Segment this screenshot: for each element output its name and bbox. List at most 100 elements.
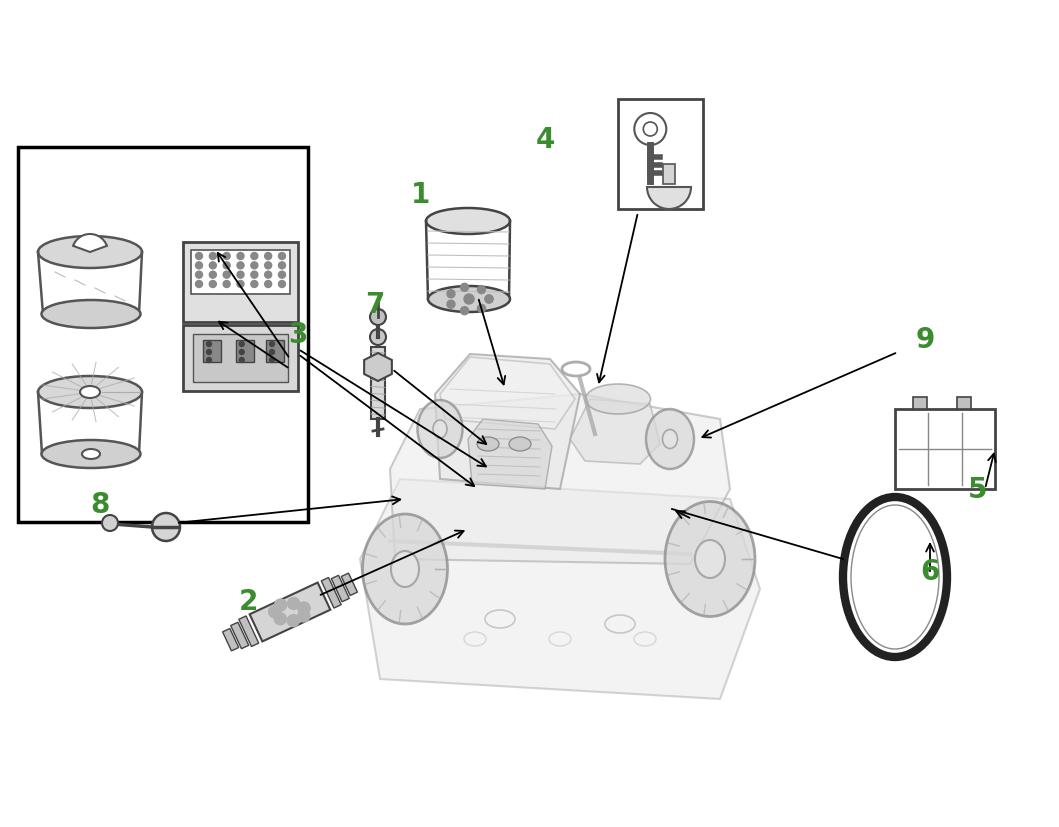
Circle shape: [237, 272, 244, 279]
Ellipse shape: [428, 287, 510, 313]
Ellipse shape: [509, 437, 531, 452]
Bar: [895, 409, 995, 490]
Circle shape: [210, 272, 216, 279]
Polygon shape: [250, 583, 330, 642]
Ellipse shape: [391, 552, 419, 587]
Circle shape: [279, 272, 286, 279]
Circle shape: [210, 281, 216, 288]
Text: 2: 2: [238, 587, 257, 615]
Ellipse shape: [362, 514, 448, 624]
Text: 8: 8: [90, 490, 110, 519]
Circle shape: [370, 309, 385, 326]
Circle shape: [196, 253, 202, 261]
Bar: [238, 616, 258, 647]
Ellipse shape: [38, 237, 142, 269]
Circle shape: [269, 358, 274, 363]
Circle shape: [478, 286, 485, 294]
Circle shape: [196, 262, 202, 270]
Circle shape: [223, 272, 230, 279]
Bar: [222, 629, 238, 651]
Bar: [231, 623, 249, 649]
Circle shape: [207, 342, 212, 347]
Text: 7: 7: [365, 290, 384, 318]
Text: 6: 6: [920, 557, 939, 586]
Circle shape: [485, 295, 493, 304]
Bar: [236, 341, 254, 362]
Circle shape: [298, 603, 310, 614]
Circle shape: [269, 342, 274, 347]
Circle shape: [298, 610, 310, 622]
Circle shape: [237, 262, 244, 270]
Bar: [266, 341, 284, 362]
Circle shape: [251, 281, 257, 288]
Circle shape: [210, 262, 216, 270]
Ellipse shape: [586, 385, 650, 414]
Bar: [191, 251, 290, 294]
Circle shape: [370, 330, 385, 346]
Circle shape: [464, 294, 474, 304]
Bar: [321, 578, 341, 609]
Bar: [341, 573, 358, 595]
Polygon shape: [570, 399, 660, 465]
Bar: [183, 326, 298, 391]
Circle shape: [237, 253, 244, 261]
Circle shape: [196, 281, 202, 288]
Circle shape: [447, 301, 455, 308]
Circle shape: [279, 262, 286, 270]
Circle shape: [239, 350, 245, 355]
Polygon shape: [364, 354, 392, 381]
Circle shape: [207, 350, 212, 355]
Polygon shape: [390, 394, 730, 564]
Text: 4: 4: [535, 126, 555, 154]
Ellipse shape: [38, 376, 142, 409]
Circle shape: [485, 295, 493, 304]
Circle shape: [102, 515, 118, 532]
Bar: [18, 148, 308, 523]
Bar: [957, 398, 971, 409]
Polygon shape: [468, 419, 552, 490]
Polygon shape: [360, 480, 760, 699]
Circle shape: [279, 253, 286, 261]
Circle shape: [196, 272, 202, 279]
Ellipse shape: [477, 437, 499, 452]
Ellipse shape: [646, 409, 694, 470]
Circle shape: [265, 281, 272, 288]
Text: 5: 5: [968, 476, 988, 504]
Ellipse shape: [426, 208, 510, 235]
Ellipse shape: [417, 400, 463, 458]
Polygon shape: [439, 357, 575, 429]
Circle shape: [461, 308, 468, 315]
Circle shape: [274, 613, 286, 625]
Circle shape: [207, 358, 212, 363]
Circle shape: [251, 253, 257, 261]
Circle shape: [478, 305, 485, 313]
Ellipse shape: [41, 301, 141, 328]
Polygon shape: [435, 355, 580, 490]
Circle shape: [223, 253, 230, 261]
Circle shape: [279, 281, 286, 288]
Circle shape: [298, 603, 310, 614]
Bar: [618, 100, 703, 210]
Circle shape: [461, 284, 468, 292]
Circle shape: [274, 600, 287, 611]
Circle shape: [251, 272, 257, 279]
Circle shape: [265, 253, 272, 261]
Circle shape: [265, 272, 272, 279]
Bar: [193, 335, 288, 382]
Ellipse shape: [41, 441, 141, 468]
Ellipse shape: [80, 386, 100, 399]
Circle shape: [288, 598, 300, 609]
Text: 3: 3: [288, 321, 308, 348]
Circle shape: [152, 514, 180, 542]
Circle shape: [269, 606, 281, 618]
Text: 9: 9: [915, 326, 935, 354]
Bar: [183, 242, 298, 323]
Circle shape: [223, 281, 230, 288]
Ellipse shape: [695, 540, 725, 578]
Circle shape: [269, 350, 274, 355]
Circle shape: [239, 358, 245, 363]
Circle shape: [239, 342, 245, 347]
Circle shape: [210, 253, 216, 261]
Wedge shape: [73, 235, 107, 253]
Bar: [913, 398, 927, 409]
